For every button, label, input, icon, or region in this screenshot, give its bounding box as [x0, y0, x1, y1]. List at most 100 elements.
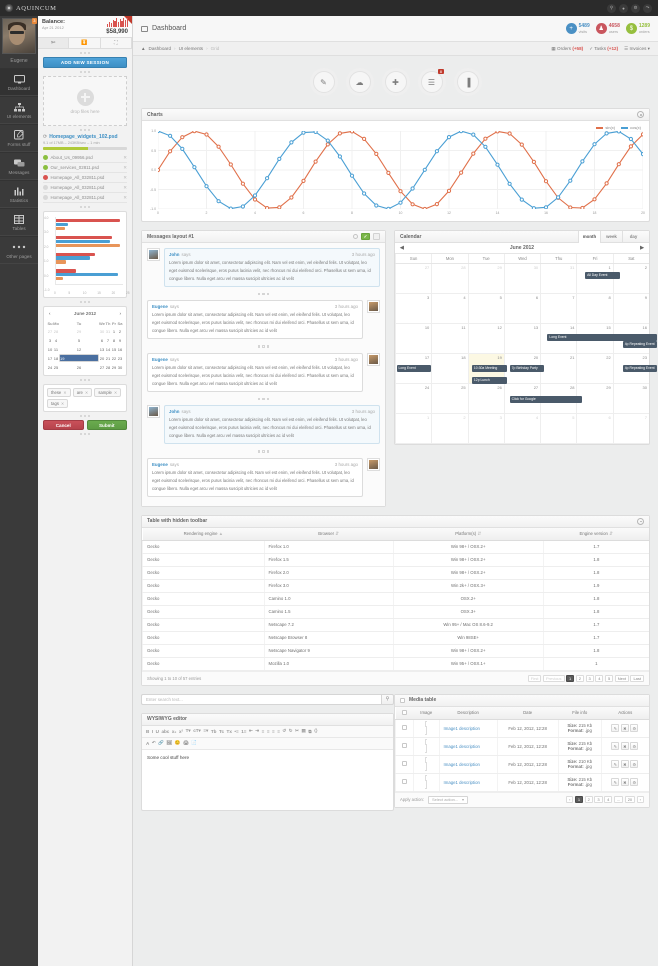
calendar-cell[interactable]: 28: [540, 384, 577, 414]
delete-icon[interactable]: ✖: [620, 724, 629, 733]
tag-chip[interactable]: sample ✕: [94, 388, 122, 397]
mini-calendar-day[interactable]: 11: [53, 347, 59, 352]
remove-file-button[interactable]: ✕: [123, 164, 127, 170]
mini-calendar-day[interactable]: 27: [47, 329, 53, 334]
shortcut-cloud-icon[interactable]: ☁: [348, 71, 371, 93]
calendar-cell[interactable]: 5: [467, 294, 504, 324]
page-button[interactable]: 2: [575, 674, 584, 682]
delete-icon[interactable]: ✖: [620, 760, 629, 769]
mini-calendar-day[interactable]: 16: [117, 347, 123, 352]
mini-calendar-day[interactable]: 13: [99, 347, 105, 352]
editor-tool[interactable]: ↶: [151, 740, 156, 746]
remove-file-button[interactable]: ✕: [123, 194, 127, 200]
editor-tool[interactable]: ↺: [282, 728, 287, 734]
editor-tool[interactable]: ▤: [301, 728, 306, 734]
stat-visits[interactable]: +5489 visits: [565, 23, 590, 35]
stat-users[interactable]: ♟ 4658 users: [595, 23, 620, 35]
editor-tool[interactable]: ⟨⟩: [314, 728, 318, 734]
calendar-cell[interactable]: 11: [431, 324, 468, 354]
editor-tool[interactable]: 1≡: [241, 728, 247, 734]
calendar-cell[interactable]: 7: [540, 294, 577, 324]
table-row[interactable]: Gecko Firefox 1.0 Win 98+ / OSX.2+ 1.7: [142, 540, 649, 554]
brand[interactable]: AQUINCUM: [0, 4, 57, 12]
calendar-weeks[interactable]: 27 28 29 30 31 1 2 3 4 5 6 7 8 9 10 11 12 13 14 15 16 17 18 19 2…: [395, 264, 649, 444]
editor-tool[interactable]: A: [146, 740, 150, 746]
calendar-cell[interactable]: 29: [576, 384, 613, 414]
check-icon[interactable]: ✓: [361, 233, 370, 240]
quick-link-tasks[interactable]: ✓ Tasks (+12): [589, 45, 619, 51]
mini-calendar-day[interactable]: 15: [111, 347, 117, 352]
column-header[interactable]: Description: [439, 706, 498, 720]
mini-calendar-day[interactable]: 8: [112, 338, 116, 343]
page-button[interactable]: Previous: [542, 674, 565, 682]
mini-calendar-day[interactable]: 30: [117, 365, 123, 370]
comment-icon[interactable]: ●: [619, 3, 628, 13]
breadcrumb-item[interactable]: Dashboard: [148, 46, 172, 51]
editor-tool[interactable]: 🖼: [166, 740, 173, 746]
mini-calendar-day[interactable]: 6: [100, 338, 104, 343]
editor-tool[interactable]: Tc: [218, 728, 225, 734]
calendar-view-month[interactable]: month: [578, 230, 600, 243]
page-button[interactable]: ‹: [566, 796, 574, 804]
calendar-cell[interactable]: 16: [612, 324, 649, 354]
table-row[interactable]: Gecko Netscape 7.2 Win 95+ / Mac OS 8.6-9.…: [142, 618, 649, 632]
editor-tool[interactable]: ⇤: [248, 728, 253, 734]
editor-tool[interactable]: ⇥: [255, 728, 260, 734]
calendar-cell[interactable]: 1: [395, 414, 432, 444]
calendar-cell[interactable]: 27: [503, 384, 541, 414]
sidebar-item-statistics[interactable]: Statistics: [0, 180, 38, 208]
column-header[interactable]: Browser ⇵: [264, 527, 394, 541]
sidebar-item-forms-stuff[interactable]: Forms stuff: [0, 124, 38, 152]
calendar-cell[interactable]: 6: [576, 414, 613, 444]
remove-file-button[interactable]: ✕: [123, 184, 127, 190]
media-row[interactable]: Image1 description Feb 12, 2012, 12:28 Siz…: [395, 773, 649, 792]
mini-calendar-day[interactable]: 12: [76, 347, 82, 352]
calendar-cell[interactable]: 29: [467, 264, 504, 294]
shortcut-chart-icon[interactable]: ▐: [456, 71, 479, 93]
editor-tool[interactable]: abc: [161, 728, 170, 734]
table-row[interactable]: Gecko Netscape Navigator 9 Win 98+ / OSX.2…: [142, 644, 649, 658]
editor-tool[interactable]: x₂: [171, 728, 177, 734]
editor-tool[interactable]: ✂: [295, 728, 299, 734]
calendar-cell[interactable]: 15: [576, 324, 613, 354]
quick-link-invoices[interactable]: ☰ Invoices ▾: [624, 45, 650, 51]
mini-calendar-day[interactable]: 29: [76, 329, 82, 334]
calendar-cell[interactable]: 23: [612, 354, 649, 384]
mini-calendar-day[interactable]: 23: [117, 356, 123, 361]
delete-icon[interactable]: ✖: [620, 778, 629, 787]
mini-calendar-day[interactable]: 19: [59, 354, 99, 362]
editor-tool[interactable]: 🔗: [158, 740, 164, 746]
gear-icon[interactable]: [637, 111, 644, 118]
avatar[interactable]: 3: [0, 16, 38, 56]
calendar-cell[interactable]: 2: [612, 264, 649, 294]
shortcut-comments-icon[interactable]: ☰ 8: [420, 69, 444, 93]
settings-icon[interactable]: ⚙: [630, 778, 639, 787]
sidebar-item-tables[interactable]: Tables: [0, 208, 38, 236]
editor-tool[interactable]: ⧉: [308, 728, 312, 734]
editor-tool[interactable]: ≡: [261, 728, 265, 734]
editor-tool[interactable]: B: [146, 728, 150, 734]
editor-tool[interactable]: U: [155, 728, 159, 734]
calendar-cell[interactable]: 20: [503, 354, 541, 384]
select-all-checkbox[interactable]: [400, 697, 405, 703]
editor-tool[interactable]: 😊: [174, 740, 181, 746]
prev-month-button[interactable]: ‹: [49, 311, 51, 316]
calendar-cell[interactable]: 3: [395, 294, 432, 324]
page-button[interactable]: Next: [614, 674, 629, 682]
mini-calendar-day[interactable]: 28: [105, 365, 111, 370]
file-dropzone[interactable]: drop files here: [43, 76, 127, 126]
mini-calendar-day[interactable]: 26: [76, 365, 82, 370]
search-icon[interactable]: ⚲: [381, 693, 394, 705]
tag-chip[interactable]: are ✕: [72, 388, 93, 397]
collapse-icon[interactable]: [373, 233, 380, 240]
row-checkbox[interactable]: [401, 725, 407, 731]
tab-scissors[interactable]: ✄: [38, 38, 70, 48]
calendar-cell[interactable]: 2: [431, 414, 468, 444]
page-button[interactable]: 3: [585, 674, 594, 682]
mini-calendar-day[interactable]: 17: [47, 356, 53, 361]
power-icon[interactable]: ↷: [643, 3, 652, 13]
column-header[interactable]: Image: [413, 706, 440, 720]
editor-tool[interactable]: ≡: [266, 728, 270, 734]
sidebar-item-dashboard[interactable]: Dashboard: [0, 68, 38, 96]
calendar-cell[interactable]: 1: [576, 264, 613, 294]
